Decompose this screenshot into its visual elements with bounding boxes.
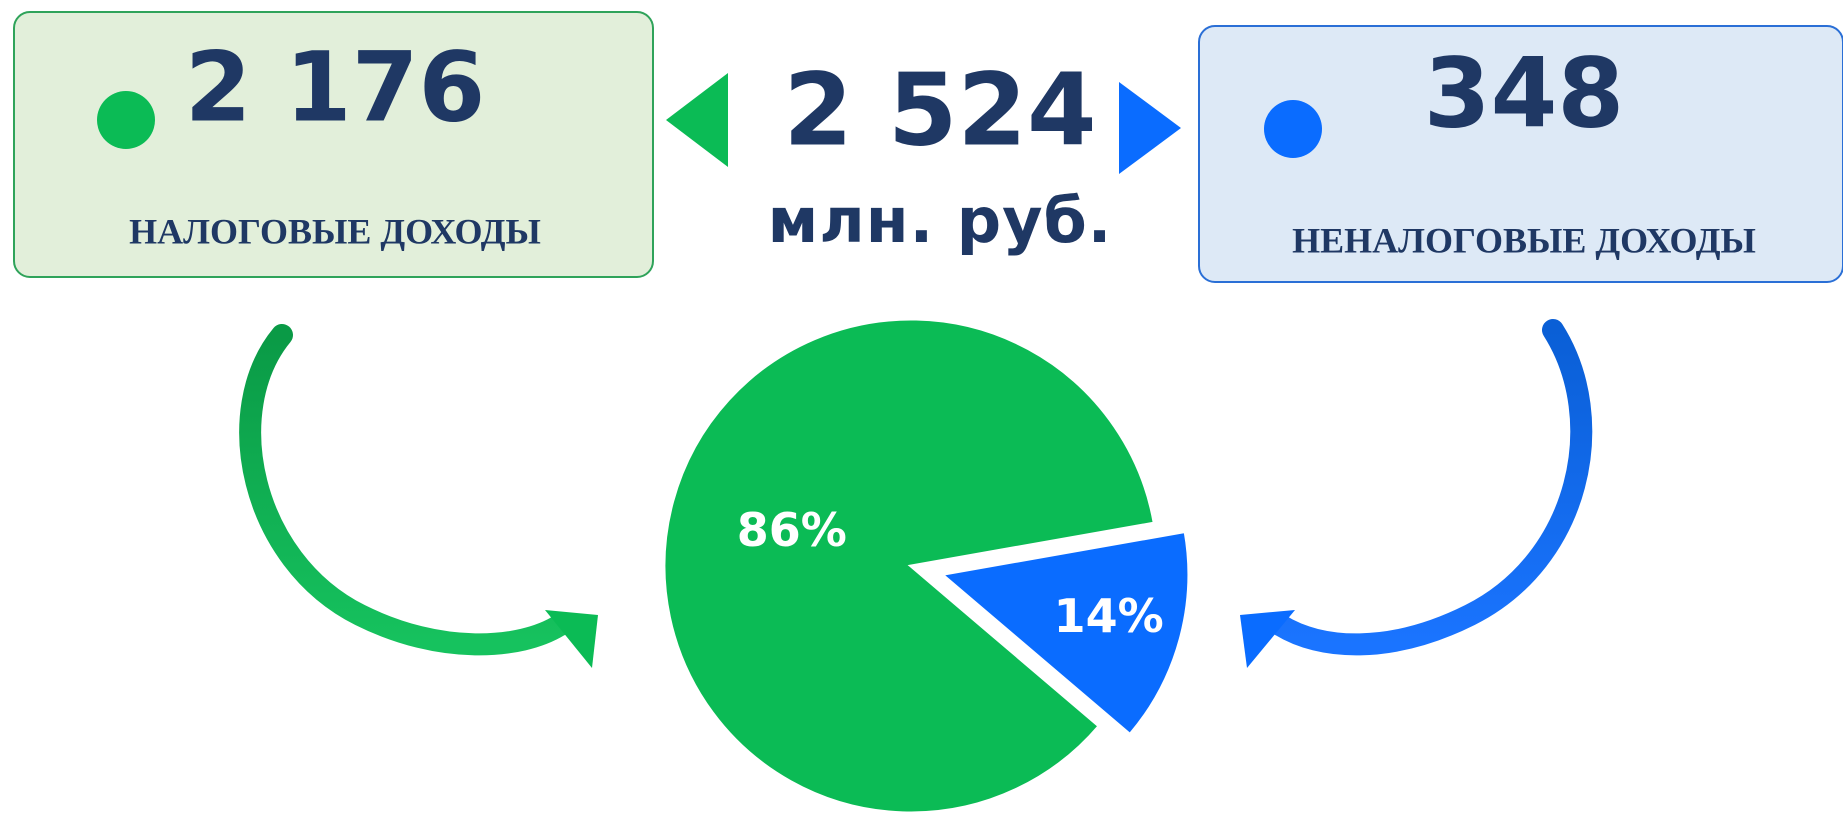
nontax-label: НЕНАЛОГОВЫЕ ДОХОДЫ xyxy=(1292,220,1756,260)
tax-amount: 2 176 xyxy=(185,31,486,143)
tax-box xyxy=(13,11,654,278)
tax-label: НАЛОГОВЫЕ ДОХОДЫ xyxy=(129,211,541,251)
right-triangle xyxy=(1119,82,1181,174)
left-arrowhead xyxy=(545,610,598,668)
slice-label: 14% xyxy=(1054,589,1164,643)
right-arrowhead xyxy=(1240,610,1295,668)
pie: 86% 14% xyxy=(662,317,1191,815)
left-triangle xyxy=(666,73,728,167)
pie-slice xyxy=(662,317,1156,815)
total: 2 524 xyxy=(783,51,1096,168)
tax-dot xyxy=(97,91,155,149)
nontax-dot xyxy=(1264,100,1322,158)
right-arrow xyxy=(1269,319,1593,656)
slice-label: 86% xyxy=(737,503,847,557)
pie-slice xyxy=(938,529,1191,737)
nontax-box xyxy=(1198,25,1843,283)
nontax-amount: 348 xyxy=(1424,37,1624,149)
left-arrow xyxy=(239,324,571,656)
unit: млн. руб. xyxy=(768,184,1113,257)
